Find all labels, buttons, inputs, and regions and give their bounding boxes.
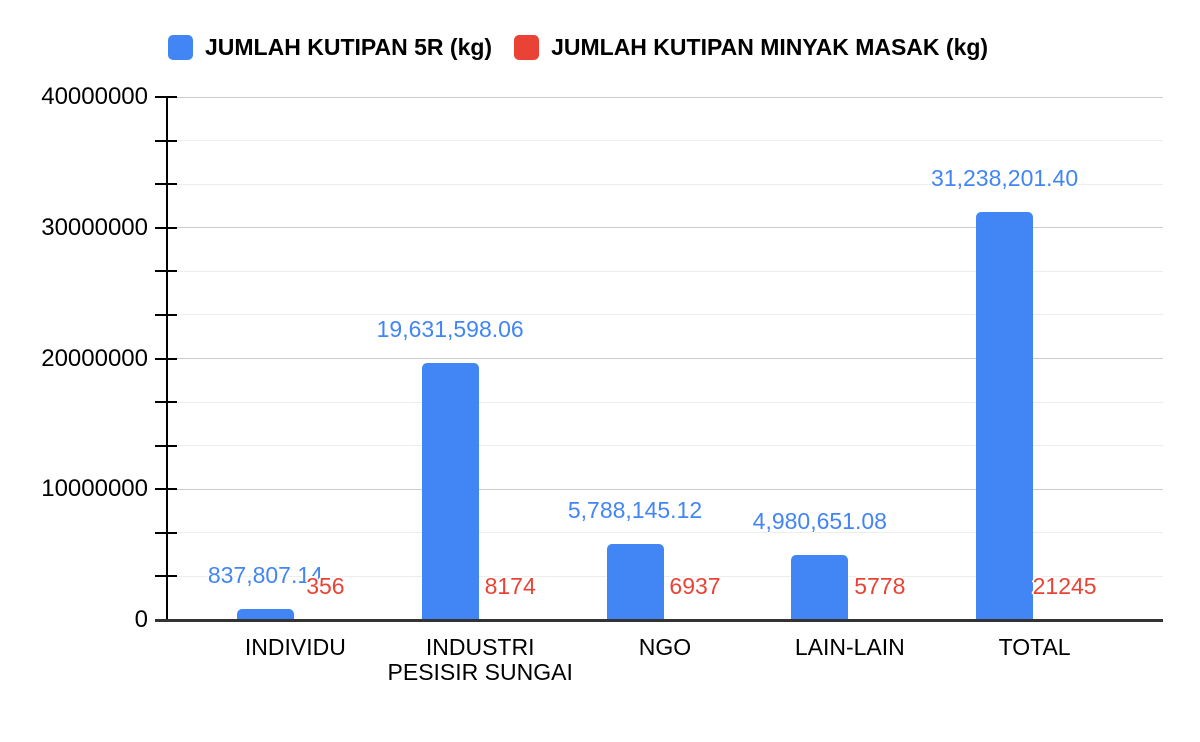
blue-square-icon — [168, 34, 193, 60]
x-axis — [155, 619, 1163, 622]
data-label-jumlah-kutipan-5r-kg-total: 31,238,201.40 — [931, 164, 1079, 191]
category-label-ngo: NGO — [638, 634, 692, 660]
red-square-icon — [514, 34, 540, 60]
legend-item-5r: JUMLAH KUTIPAN 5R (kg) — [168, 34, 492, 60]
bar-jumlah-kutipan-5r-kg-total[interactable] — [976, 211, 1034, 620]
legend-label-minyak-masak: JUMLAH KUTIPAN MINYAK MASAK (kg) — [551, 34, 989, 60]
category-label-total: TOTAL — [998, 634, 1071, 660]
category-label-industri-pesisir-sungai: INDUSTRI PESISIR SUNGAI — [387, 634, 573, 685]
legend-item-minyak-masak: JUMLAH KUTIPAN MINYAK MASAK (kg) — [514, 34, 988, 60]
y-tick-label: 30000000 — [41, 213, 148, 241]
y-tick-label: 20000000 — [41, 344, 148, 372]
minor-gridline — [168, 270, 1163, 272]
bar-jumlah-kutipan-5r-kg-industri-pesisir-sungai[interactable] — [421, 363, 479, 620]
minor-gridline — [168, 532, 1163, 534]
major-gridline — [168, 488, 1163, 490]
minor-gridline — [168, 314, 1163, 316]
data-label-jumlah-kutipan-5r-kg-individu: 837,807.14 — [207, 562, 323, 589]
data-label-jumlah-kutipan-5r-kg-industri-pesisir-sungai: 19,631,598.06 — [376, 316, 524, 343]
major-gridline — [168, 227, 1163, 229]
data-label-jumlah-kutipan-minyak-masak-kg-total: 21245 — [1032, 572, 1097, 599]
data-label-jumlah-kutipan-5r-kg-ngo: 5,788,145.12 — [567, 497, 703, 524]
minor-gridline — [168, 140, 1163, 142]
data-label-jumlah-kutipan-minyak-masak-kg-lain-lain: 5778 — [854, 572, 906, 599]
major-gridline — [168, 358, 1163, 359]
bar-jumlah-kutipan-5r-kg-lain-lain[interactable] — [791, 554, 849, 620]
minor-gridline — [168, 401, 1163, 403]
data-label-jumlah-kutipan-5r-kg-lain-lain: 4,980,651.08 — [752, 507, 887, 534]
bar-jumlah-kutipan-5r-kg-ngo[interactable] — [606, 544, 664, 620]
data-label-jumlah-kutipan-minyak-masak-kg-ngo: 6937 — [669, 572, 721, 599]
major-gridline — [168, 96, 1163, 98]
data-label-jumlah-kutipan-minyak-masak-kg-industri-pesisir-sungai: 8174 — [484, 572, 536, 599]
category-label-lain-lain: LAIN-LAIN — [794, 634, 905, 660]
category-label-individu: INDIVIDU — [244, 634, 346, 660]
legend-label-5r: JUMLAH KUTIPAN 5R (kg) — [205, 34, 493, 60]
minor-gridline — [168, 575, 1163, 577]
y-tick-label: 0 — [134, 606, 148, 633]
y-tick-label: 10000000 — [41, 475, 148, 503]
legend: JUMLAH KUTIPAN 5R (kg) JUMLAH KUTIPAN MI… — [168, 34, 988, 60]
y-tick-label: 40000000 — [41, 83, 148, 110]
data-label-jumlah-kutipan-minyak-masak-kg-individu: 356 — [306, 572, 345, 599]
y-axis — [166, 96, 168, 622]
minor-gridline — [168, 183, 1163, 185]
bar-jumlah-kutipan-5r-kg-individu[interactable] — [236, 609, 294, 620]
minor-gridline — [168, 445, 1163, 447]
